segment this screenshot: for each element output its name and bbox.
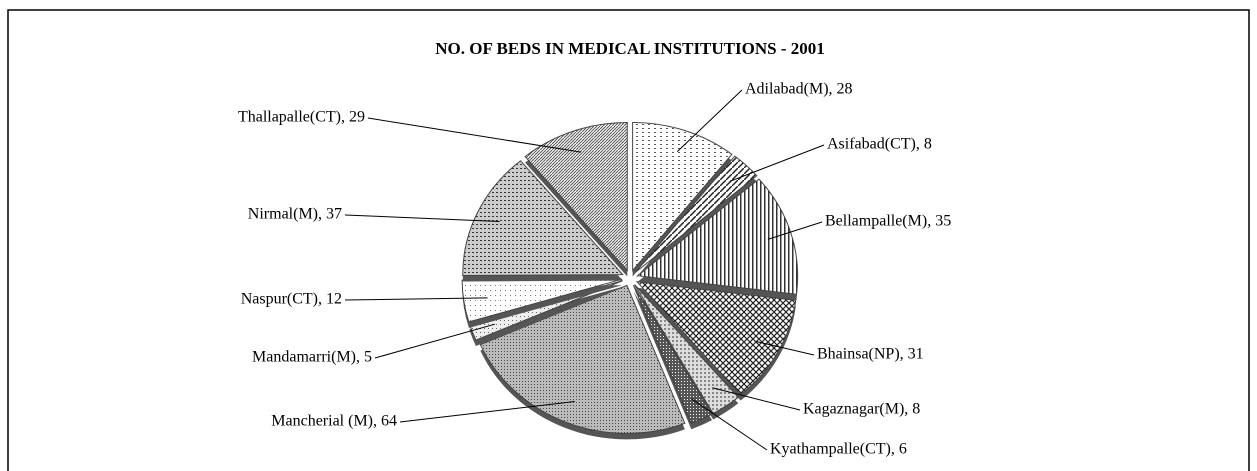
slice-label: Mandamarri(M), 5: [252, 349, 372, 366]
frame: [7, 9, 1250, 471]
slice-label: Naspur(CT), 12: [241, 291, 342, 308]
leader-line: [756, 341, 815, 356]
slice-label: Kyathampalle(CT), 6: [770, 441, 907, 458]
leader-line: [344, 297, 488, 301]
slice-label: Thallapalle(CT), 29: [238, 109, 365, 126]
slice-label: Nirmal(M), 37: [248, 206, 342, 223]
slice-label: Bhainsa(NP), 31: [817, 346, 924, 363]
leader-line: [399, 401, 575, 423]
leader-line: [344, 214, 500, 222]
slice: [636, 178, 799, 295]
chart-title: NO. OF BEDS IN MEDICAL INSTITUTIONS - 20…: [435, 39, 825, 58]
leader-line: [712, 387, 801, 411]
slice: [462, 160, 624, 277]
slice-label: Adilabad(M), 28: [745, 81, 853, 98]
slice: [635, 281, 797, 396]
slice-label: Kagaznagar(M), 8: [803, 401, 920, 418]
leader-line: [367, 117, 582, 153]
leader-line: [676, 89, 743, 152]
slice-label: Bellampalle(M), 35: [825, 213, 951, 230]
slice: [524, 121, 628, 272]
slice: [635, 155, 758, 273]
leader-line: [767, 221, 823, 240]
leader-line: [729, 144, 825, 182]
slice-label: Mancherial (M), 64: [271, 413, 397, 430]
slice: [479, 284, 686, 434]
slice: [632, 121, 733, 272]
pie: Adilabad(M), 28 Asifabad(CT), 8 Bellampall…: [238, 81, 951, 458]
slice: [461, 278, 623, 323]
leader-line: [374, 323, 495, 359]
slice: [632, 284, 713, 424]
slice-label: Asifabad(CT), 8: [827, 136, 932, 153]
leader-line: [691, 398, 768, 451]
slice-edge: [469, 286, 623, 347]
